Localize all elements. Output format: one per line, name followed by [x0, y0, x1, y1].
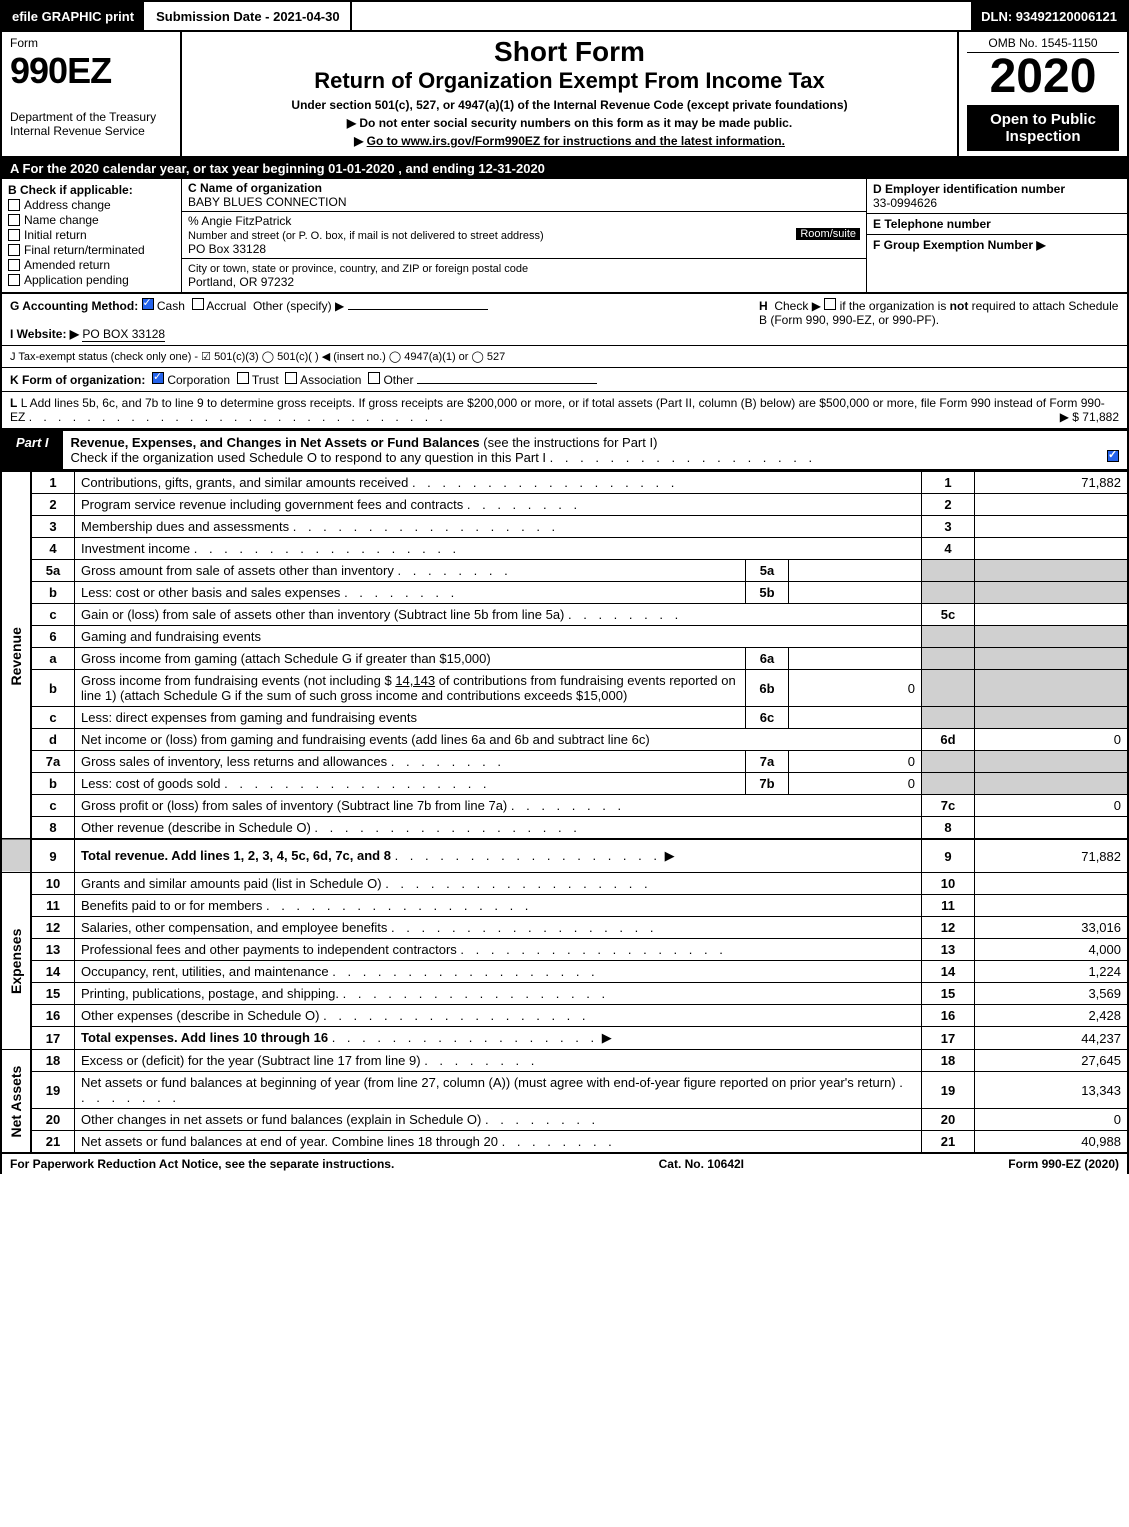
line-7a-val: 0 — [789, 751, 922, 773]
line-7b-val: 0 — [789, 773, 922, 795]
check-name-change[interactable]: Name change — [8, 213, 175, 227]
street-address: PO Box 33128 — [188, 242, 266, 256]
header-right: OMB No. 1545-1150 2020 Open to Public In… — [957, 32, 1127, 156]
check-b-title: B Check if applicable: — [8, 183, 175, 197]
part-label: Part I — [2, 431, 63, 469]
title-return: Return of Organization Exempt From Incom… — [190, 68, 949, 94]
line-7c-amt: 0 — [975, 795, 1129, 817]
dln: DLN: 93492120006121 — [971, 2, 1127, 30]
check-application-pending[interactable]: Application pending — [8, 273, 175, 287]
under-section: Under section 501(c), 527, or 4947(a)(1)… — [190, 98, 949, 112]
tax-year-row: A For the 2020 calendar year, or tax yea… — [0, 158, 1129, 179]
telephone-row: E Telephone number — [867, 214, 1127, 235]
check-schedule-o-part-i[interactable] — [1107, 450, 1119, 462]
line-6d-amt: 0 — [975, 729, 1129, 751]
form-code: 990EZ — [10, 50, 172, 92]
row-g-h: G Accounting Method: Cash Accrual Other … — [0, 294, 1129, 346]
dept-treasury: Department of the Treasury — [10, 110, 172, 124]
row-j: J Tax-exempt status (check only one) - ☑… — [0, 346, 1129, 368]
line-6b-val: 0 — [789, 670, 922, 707]
line-13-amt: 4,000 — [975, 939, 1129, 961]
part-i-header: Part I Revenue, Expenses, and Changes in… — [0, 430, 1129, 471]
city-state-zip: Portland, OR 97232 — [188, 275, 294, 289]
check-cash[interactable] — [142, 298, 154, 310]
part-title: Revenue, Expenses, and Changes in Net As… — [63, 431, 1127, 469]
line-1-amt: 71,882 — [975, 472, 1129, 494]
side-label-expenses: Expenses — [1, 873, 31, 1050]
entity-right: D Employer identification number 33-0994… — [867, 179, 1127, 292]
submission-date: Submission Date - 2021-04-30 — [146, 2, 352, 30]
public-inspection: Open to Public Inspection — [967, 105, 1119, 151]
ein: 33-0994626 — [873, 196, 937, 210]
part-i-table: Revenue 1 Contributions, gifts, grants, … — [0, 471, 1129, 1154]
check-amended-return[interactable]: Amended return — [8, 258, 175, 272]
entity-middle: C Name of organization BABY BLUES CONNEC… — [182, 179, 867, 292]
group-exemption-row: F Group Exemption Number ▶ — [867, 235, 1127, 255]
dept-irs: Internal Revenue Service — [10, 124, 172, 138]
form-header: Form 990EZ Department of the Treasury In… — [0, 32, 1129, 158]
ssn-warning: Do not enter social security numbers on … — [190, 116, 949, 130]
line-21-amt: 40,988 — [975, 1131, 1129, 1154]
footer-cat: Cat. No. 10642I — [659, 1157, 744, 1171]
city-row: City or town, state or province, country… — [182, 259, 866, 291]
top-bar: efile GRAPHIC print Submission Date - 20… — [0, 0, 1129, 32]
check-final-return[interactable]: Final return/terminated — [8, 243, 175, 257]
form-word: Form — [10, 36, 172, 50]
header-middle: Short Form Return of Organization Exempt… — [182, 32, 957, 156]
line-17-amt: 44,237 — [975, 1027, 1129, 1050]
line-12-amt: 33,016 — [975, 917, 1129, 939]
check-initial-return[interactable]: Initial return — [8, 228, 175, 242]
check-schedule-b-not-required[interactable] — [824, 298, 836, 310]
checkbox-column-b: B Check if applicable: Address change Na… — [2, 179, 182, 292]
line-20-amt: 0 — [975, 1109, 1129, 1131]
line-9-amt: 71,882 — [975, 839, 1129, 873]
line-18-amt: 27,645 — [975, 1050, 1129, 1072]
line-14-amt: 1,224 — [975, 961, 1129, 983]
footer-form: Form 990-EZ (2020) — [1008, 1157, 1119, 1171]
check-address-change[interactable]: Address change — [8, 198, 175, 212]
check-trust[interactable] — [237, 372, 249, 384]
line-16-amt: 2,428 — [975, 1005, 1129, 1027]
side-label-revenue: Revenue — [1, 472, 31, 840]
check-other-org[interactable] — [368, 372, 380, 384]
ein-row: D Employer identification number 33-0994… — [867, 179, 1127, 214]
efile-print-button[interactable]: efile GRAPHIC print — [2, 2, 146, 30]
footer-left: For Paperwork Reduction Act Notice, see … — [10, 1157, 394, 1171]
org-name-row: C Name of organization BABY BLUES CONNEC… — [182, 179, 866, 212]
check-association[interactable] — [285, 372, 297, 384]
h-check: H Check ▶ if the organization is not req… — [739, 298, 1119, 341]
topbar-spacer — [352, 2, 972, 30]
check-accrual[interactable] — [192, 298, 204, 310]
line-15-amt: 3,569 — [975, 983, 1129, 1005]
website: PO BOX 33128 — [82, 327, 165, 342]
check-corporation[interactable] — [152, 372, 164, 384]
goto-link[interactable]: Go to www.irs.gov/Form990EZ for instruct… — [190, 134, 949, 148]
org-name: BABY BLUES CONNECTION — [188, 195, 346, 209]
row-l: L L Add lines 5b, 6c, and 7b to line 9 t… — [0, 392, 1129, 430]
footer: For Paperwork Reduction Act Notice, see … — [0, 1154, 1129, 1174]
line-1-num: 1 — [31, 472, 75, 494]
header-left: Form 990EZ Department of the Treasury In… — [2, 32, 182, 156]
row-k: K Form of organization: Corporation Trus… — [0, 368, 1129, 392]
title-short-form: Short Form — [190, 36, 949, 68]
side-label-netassets: Net Assets — [1, 1050, 31, 1154]
gross-receipts: ▶ $ 71,882 — [1060, 410, 1119, 424]
tax-year: 2020 — [967, 53, 1119, 101]
entity-grid: B Check if applicable: Address change Na… — [0, 179, 1129, 294]
care-of-row: % Angie FitzPatrick Number and street (o… — [182, 212, 866, 259]
line-19-amt: 13,343 — [975, 1072, 1129, 1109]
